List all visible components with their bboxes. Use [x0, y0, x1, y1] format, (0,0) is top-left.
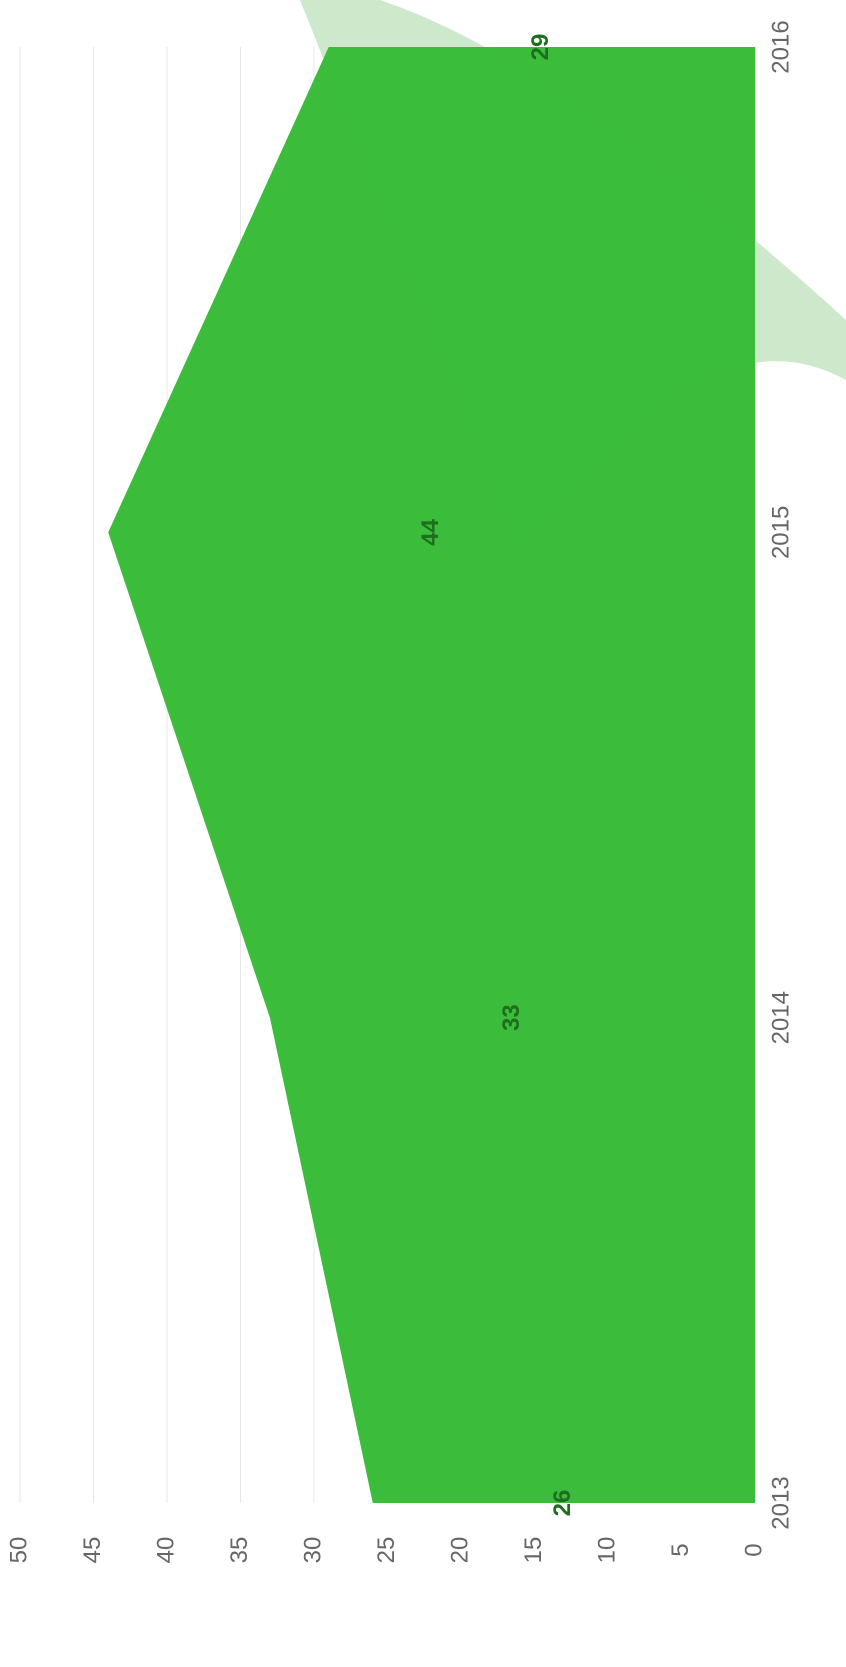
area — [108, 47, 755, 1503]
y-tick-label: 45 — [79, 1537, 106, 1564]
data-label: 33 — [498, 1004, 525, 1031]
x-tick-label: 2014 — [767, 991, 794, 1044]
y-tick-label: 0 — [740, 1543, 767, 1556]
y-tick-label: 10 — [593, 1537, 620, 1564]
y-tick-label: 20 — [446, 1537, 473, 1564]
x-tick-label: 2016 — [767, 20, 794, 73]
data-label: 44 — [417, 518, 444, 545]
data-label: 29 — [527, 34, 554, 61]
y-tick-label: 50 — [5, 1537, 32, 1564]
y-tick-label: 15 — [520, 1537, 547, 1564]
data-label: 26 — [549, 1490, 576, 1517]
y-tick-label: 5 — [667, 1543, 694, 1556]
y-tick-label: 30 — [299, 1537, 326, 1564]
x-tick-label: 2015 — [767, 506, 794, 559]
y-tick-label: 25 — [373, 1537, 400, 1564]
y-tick-label: 40 — [152, 1537, 179, 1564]
y-tick-label: 35 — [226, 1537, 253, 1564]
x-tick-label: 2013 — [767, 1476, 794, 1529]
